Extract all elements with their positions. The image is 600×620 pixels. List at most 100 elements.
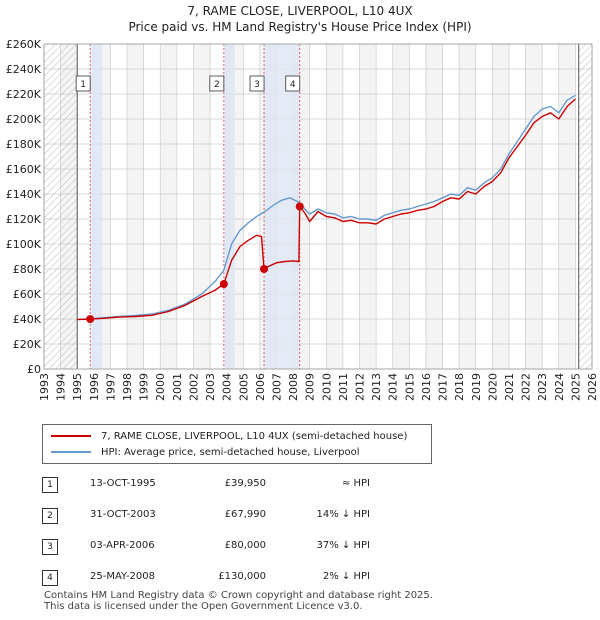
x-tick-label: 2004 bbox=[221, 373, 234, 401]
transaction-date: 25-MAY-2008 bbox=[90, 571, 156, 582]
no-data-hatch bbox=[578, 44, 592, 369]
x-tick-label: 2000 bbox=[154, 373, 167, 401]
plot-frame bbox=[43, 43, 593, 370]
x-tick-label: 2012 bbox=[354, 373, 367, 401]
year-band bbox=[492, 44, 509, 369]
chart-title: 7, RAME CLOSE, LIVERPOOL, L10 4UX bbox=[187, 4, 413, 18]
legend-item-property: 7, RAME CLOSE, LIVERPOOL, L10 4UX (semi-… bbox=[51, 428, 407, 444]
x-tick-label: 2005 bbox=[237, 373, 250, 401]
y-tick-label: £260K bbox=[6, 38, 42, 51]
year-band bbox=[442, 44, 460, 369]
x-tick-label: 2020 bbox=[486, 373, 499, 401]
year-band bbox=[193, 44, 211, 369]
y-tick-label: £160K bbox=[6, 163, 42, 176]
x-tick-label: 2008 bbox=[287, 373, 300, 401]
transaction-price: £80,000 bbox=[224, 540, 266, 551]
x-tick-label: 2003 bbox=[204, 373, 217, 401]
y-tick-label: £180K bbox=[6, 138, 42, 151]
x-tick-label: 1997 bbox=[104, 373, 117, 401]
year-band bbox=[160, 44, 177, 369]
x-tick-label: 2025 bbox=[569, 373, 582, 401]
y-tick-label: £80K bbox=[13, 263, 42, 276]
y-tick-label: £240K bbox=[6, 63, 42, 76]
x-tick-label: 2009 bbox=[304, 373, 317, 401]
x-tick-label: 2019 bbox=[470, 373, 483, 401]
sale-number-label: 1 bbox=[80, 80, 86, 90]
x-tick-label: 2015 bbox=[403, 373, 416, 401]
y-tick-label: £0 bbox=[27, 363, 41, 376]
y-tick-label: £20K bbox=[13, 338, 42, 351]
transaction-date: 13-OCT-1995 bbox=[90, 478, 156, 489]
x-tick-label: 2023 bbox=[536, 373, 549, 401]
x-tick-label: 2016 bbox=[420, 373, 433, 401]
transaction-number: 3 bbox=[42, 539, 58, 555]
year-band bbox=[359, 44, 377, 369]
year-band bbox=[243, 44, 260, 369]
table-row: 4 25-MAY-2008 £130,000 2% ↓ HPI bbox=[42, 567, 432, 598]
transaction-number: 1 bbox=[42, 477, 58, 493]
year-band bbox=[376, 44, 393, 369]
legend-line-hpi bbox=[51, 451, 91, 453]
year-band bbox=[326, 44, 343, 369]
x-tick-label: 2013 bbox=[370, 373, 383, 401]
x-tick-label: 2018 bbox=[453, 373, 466, 401]
sale-number-box bbox=[209, 75, 225, 92]
legend: 7, RAME CLOSE, LIVERPOOL, L10 4UX (semi-… bbox=[42, 424, 432, 464]
y-tick-label: £100K bbox=[6, 238, 42, 251]
year-band bbox=[176, 44, 194, 369]
x-tick-label: 1994 bbox=[55, 373, 68, 401]
x-tick-label: 2007 bbox=[270, 373, 283, 401]
x-tick-label: 1998 bbox=[121, 373, 134, 401]
hpi-series-line bbox=[77, 94, 576, 320]
x-tick-label: 2021 bbox=[503, 373, 516, 401]
transaction-date: 03-APR-2006 bbox=[90, 540, 155, 551]
x-tick-label: 2006 bbox=[254, 373, 267, 401]
x-tick-label: 2010 bbox=[320, 373, 333, 401]
x-tick-label: 2022 bbox=[520, 373, 533, 401]
year-band bbox=[127, 44, 144, 369]
sale-point-marker bbox=[86, 315, 95, 324]
transaction-price: £67,990 bbox=[224, 509, 266, 520]
x-tick-label: 1995 bbox=[71, 373, 84, 401]
sale-number-label: 2 bbox=[214, 80, 220, 90]
legend-line-property bbox=[51, 435, 91, 437]
ownership-shade bbox=[90, 44, 103, 369]
property-series-line bbox=[77, 98, 576, 321]
footer: Contains HM Land Registry data © Crown c… bbox=[44, 590, 433, 612]
transactions-table: 1 13-OCT-1995 £39,950 ≈ HPI 2 31-OCT-200… bbox=[42, 474, 432, 598]
sale-number-label: 4 bbox=[290, 80, 296, 90]
sale-number-box bbox=[75, 75, 91, 92]
year-band bbox=[342, 44, 360, 369]
legend-label-hpi: HPI: Average price, semi-detached house,… bbox=[101, 446, 360, 458]
footer-copyright: Contains HM Land Registry data © Crown c… bbox=[44, 590, 433, 601]
x-tick-label: 2017 bbox=[437, 373, 450, 401]
y-tick-label: £140K bbox=[6, 188, 42, 201]
year-band bbox=[392, 44, 410, 369]
y-tick-label: £60K bbox=[13, 288, 42, 301]
ownership-shade bbox=[223, 44, 235, 369]
x-tick-label: 2024 bbox=[553, 373, 566, 401]
year-band bbox=[309, 44, 327, 369]
year-band bbox=[110, 44, 128, 369]
year-band bbox=[77, 44, 94, 369]
transaction-hpi-comparison: 14% ↓ HPI bbox=[316, 509, 370, 520]
y-tick-label: £120K bbox=[6, 213, 42, 226]
price-chart: 1 2 3 4 £0 £20K £40K £60K £80K £100K £120K £140K £1… bbox=[6, 38, 599, 401]
x-tick-label: 1999 bbox=[138, 373, 151, 401]
table-row: 1 13-OCT-1995 £39,950 ≈ HPI bbox=[42, 474, 432, 505]
transaction-price: £39,950 bbox=[224, 478, 266, 489]
transaction-number: 4 bbox=[42, 570, 58, 586]
sale-point-marker bbox=[260, 265, 269, 273]
footer-licence: This data is licensed under the Open Gov… bbox=[44, 601, 363, 612]
x-tick-label: 2002 bbox=[187, 373, 200, 401]
year-band bbox=[542, 44, 559, 369]
sale-number-box bbox=[249, 75, 265, 92]
year-band bbox=[143, 44, 161, 369]
chart-subtitle: Price paid vs. HM Land Registry's House … bbox=[128, 20, 472, 34]
sale-number-label: 3 bbox=[254, 80, 260, 90]
x-tick-label: 2026 bbox=[586, 373, 599, 401]
year-band bbox=[525, 44, 543, 369]
transaction-hpi-comparison: 37% ↓ HPI bbox=[316, 540, 370, 551]
x-tick-label: 2014 bbox=[387, 373, 400, 401]
transaction-hpi-comparison: ≈ HPI bbox=[341, 478, 370, 489]
